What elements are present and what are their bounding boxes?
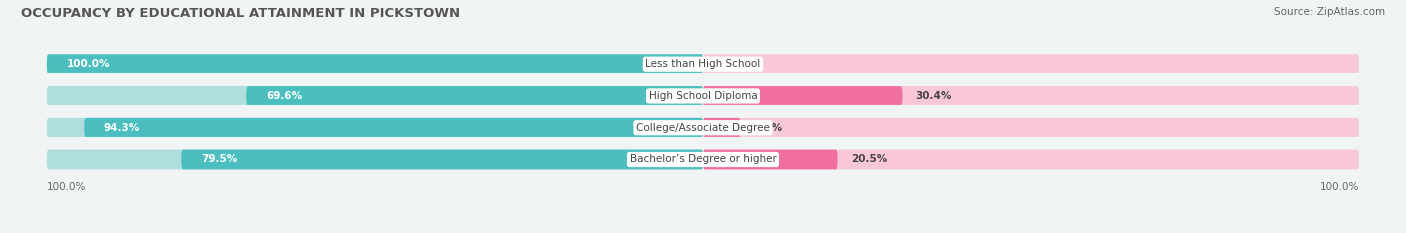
Text: 69.6%: 69.6% [266,91,302,101]
Text: 20.5%: 20.5% [851,154,887,164]
Text: 0.0%: 0.0% [716,59,745,69]
Text: 94.3%: 94.3% [104,123,141,133]
FancyBboxPatch shape [703,86,903,106]
FancyBboxPatch shape [46,118,1360,137]
Text: OCCUPANCY BY EDUCATIONAL ATTAINMENT IN PICKSTOWN: OCCUPANCY BY EDUCATIONAL ATTAINMENT IN P… [21,7,460,20]
Text: High School Diploma: High School Diploma [648,91,758,101]
Text: 100.0%: 100.0% [66,59,110,69]
Text: 30.4%: 30.4% [915,91,952,101]
Text: College/Associate Degree: College/Associate Degree [636,123,770,133]
FancyBboxPatch shape [703,118,741,137]
Text: 5.7%: 5.7% [754,123,783,133]
Text: Source: ZipAtlas.com: Source: ZipAtlas.com [1274,7,1385,17]
FancyBboxPatch shape [46,86,1360,106]
FancyBboxPatch shape [46,86,703,106]
FancyBboxPatch shape [703,118,1360,137]
Text: 79.5%: 79.5% [201,154,238,164]
FancyBboxPatch shape [246,86,703,106]
Text: Bachelor’s Degree or higher: Bachelor’s Degree or higher [630,154,776,164]
FancyBboxPatch shape [181,150,703,169]
FancyBboxPatch shape [46,118,703,137]
FancyBboxPatch shape [703,150,838,169]
Text: 100.0%: 100.0% [1320,182,1360,192]
Text: Less than High School: Less than High School [645,59,761,69]
FancyBboxPatch shape [46,54,1360,74]
FancyBboxPatch shape [46,54,703,74]
FancyBboxPatch shape [46,54,703,74]
FancyBboxPatch shape [84,118,703,137]
FancyBboxPatch shape [703,86,1360,106]
FancyBboxPatch shape [703,150,1360,169]
FancyBboxPatch shape [703,54,1360,74]
Text: 100.0%: 100.0% [46,182,86,192]
FancyBboxPatch shape [46,150,703,169]
FancyBboxPatch shape [46,150,1360,169]
